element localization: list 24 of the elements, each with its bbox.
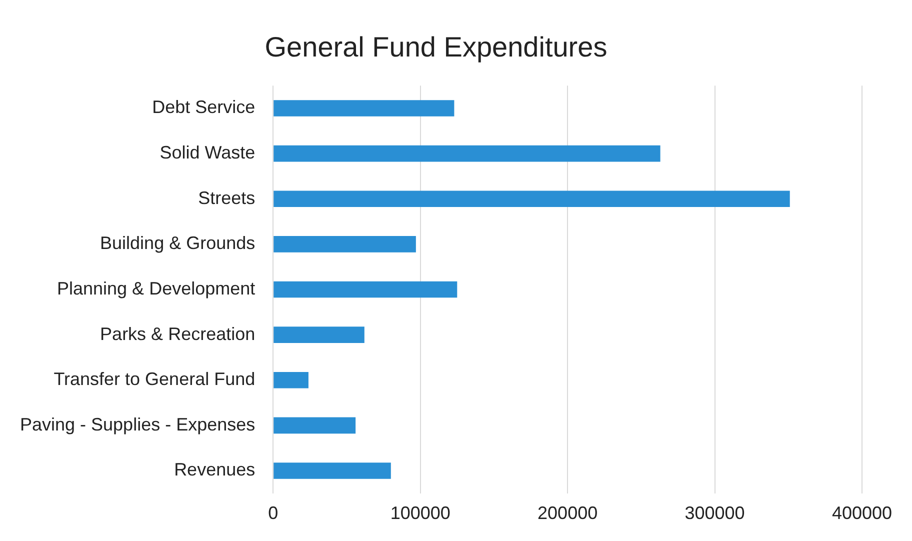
bar — [274, 326, 364, 343]
y-tick-label: Building & Grounds — [100, 233, 256, 254]
bar — [274, 145, 660, 162]
x-tick-label: 200000 — [538, 503, 598, 524]
y-tick-label: Parks & Recreation — [100, 324, 256, 344]
y-tick-label: Debt Service — [152, 97, 256, 118]
y-tick-label: Solid Waste — [160, 142, 256, 163]
bar — [274, 281, 458, 298]
bar — [274, 417, 356, 434]
y-tick-label: Planning & Development — [57, 278, 256, 298]
bar — [274, 372, 308, 388]
y-tick-label: Transfer to General Fund — [54, 369, 256, 390]
bar — [274, 190, 790, 208]
y-tick-label: Revenues — [174, 460, 256, 480]
x-tick-label: 0 — [268, 503, 278, 524]
x-tick-label: 400000 — [832, 503, 892, 524]
y-tick-label: Paving - Supplies - Expenses — [20, 414, 256, 434]
x-tick-label: 300000 — [684, 503, 745, 524]
x-tick-label: 100000 — [390, 503, 450, 524]
bar — [274, 462, 391, 479]
y-tick-label: Streets — [198, 188, 256, 208]
chart-title: General Fund Expenditures — [264, 32, 608, 63]
bar — [274, 100, 454, 116]
bar — [274, 236, 416, 252]
